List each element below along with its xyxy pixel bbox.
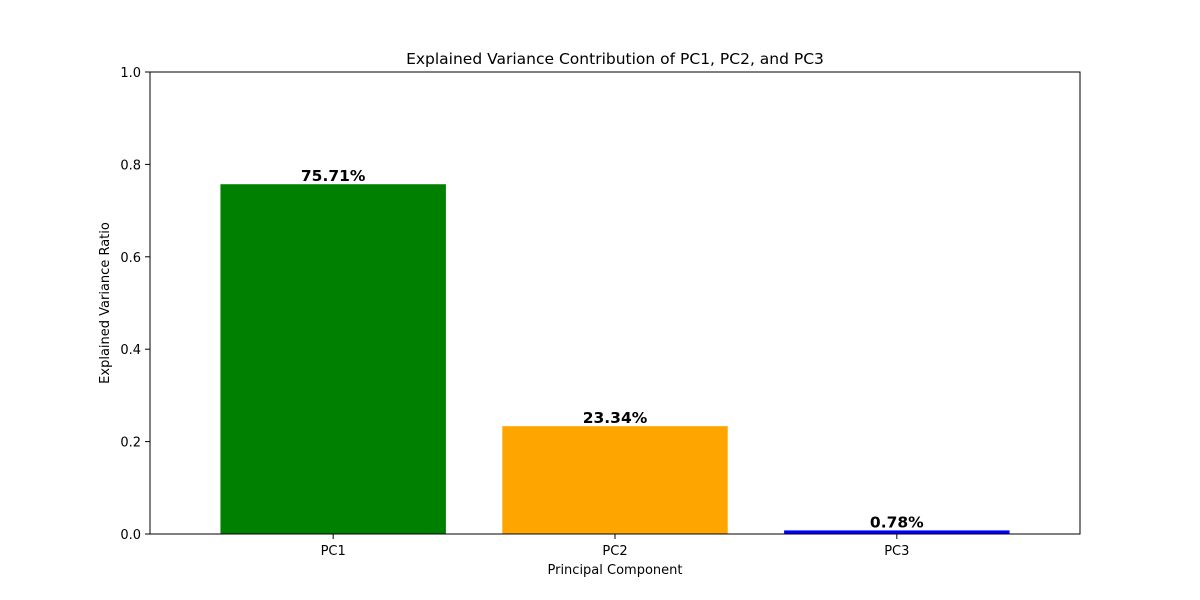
x-tick-label: PC3: [884, 544, 909, 559]
bars: [220, 184, 1010, 535]
x-tick-label: PC1: [321, 544, 346, 559]
y-tick-label: 0.4: [120, 343, 141, 358]
chart-title: Explained Variance Contribution of PC1, …: [406, 50, 824, 68]
x-axis-title: Principal Component: [547, 563, 682, 578]
y-tick-label: 0.8: [120, 158, 141, 173]
y-tick-label: 0.6: [120, 251, 141, 266]
y-axis: 0.0 0.2 0.4 0.6 0.8 1.0: [120, 66, 150, 543]
bar-value-label: 23.34%: [583, 409, 648, 427]
x-axis: PC1 PC2 PC3: [321, 534, 909, 559]
bar-labels: 75.71% 23.34% 0.78%: [301, 167, 924, 531]
bar-pc2: [502, 426, 728, 534]
y-tick-label: 0.2: [120, 436, 141, 451]
bar-value-label: 0.78%: [870, 513, 924, 531]
bar-pc1: [220, 184, 446, 535]
y-tick-label: 0.0: [120, 528, 141, 543]
x-tick-label: PC2: [602, 544, 627, 559]
y-tick-label: 1.0: [120, 66, 141, 81]
plot-frame: [149, 71, 1081, 535]
y-axis-title: Explained Variance Ratio: [98, 222, 113, 384]
bar-value-label: 75.71%: [301, 167, 366, 185]
bar-pc3: [784, 530, 1010, 534]
